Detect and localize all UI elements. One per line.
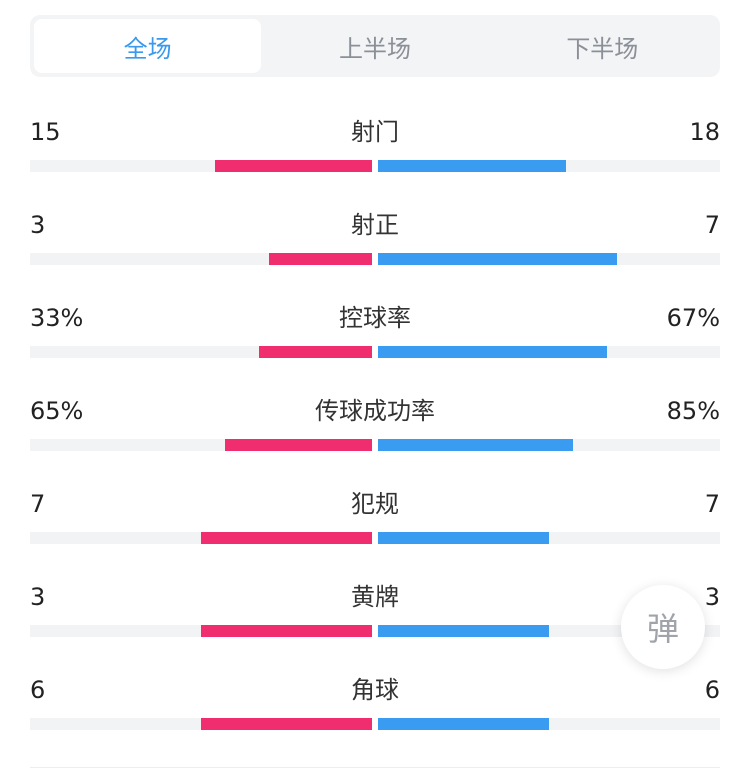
- stats-list: 15 射门 18 3 射正 7 33% 控球率 67% 65% 传球成功率 85…: [30, 100, 720, 751]
- danmaku-button[interactable]: 弹: [621, 585, 705, 669]
- away-value: 6: [704, 676, 720, 704]
- away-value: 7: [704, 211, 720, 239]
- home-bar: [269, 253, 372, 265]
- tab-first-half[interactable]: 上半场: [338, 34, 411, 63]
- away-bar: [378, 718, 549, 730]
- stat-row-pass-accuracy: 65% 传球成功率 85%: [30, 379, 720, 472]
- home-bar-track: [30, 625, 372, 637]
- stat-label: 传球成功率: [315, 397, 435, 425]
- home-bar-track: [30, 253, 372, 265]
- away-value: 18: [689, 118, 720, 146]
- home-value: 15: [30, 118, 61, 146]
- stat-row-shots-on-target: 3 射正 7: [30, 193, 720, 286]
- home-bar: [201, 625, 372, 637]
- away-bar-track: [378, 439, 720, 451]
- home-bar-track: [30, 532, 372, 544]
- home-bar-track: [30, 439, 372, 451]
- away-bar: [378, 346, 607, 358]
- home-value: 65%: [30, 397, 84, 425]
- home-bar: [225, 439, 372, 451]
- away-bar-track: [378, 346, 720, 358]
- stat-label: 射正: [351, 211, 399, 239]
- home-value: 33%: [30, 304, 84, 332]
- period-tabs: 全场 上半场 下半场: [30, 15, 720, 77]
- home-value: 3: [30, 211, 46, 239]
- away-bar-track: [378, 532, 720, 544]
- stat-row-shots: 15 射门 18: [30, 100, 720, 193]
- away-value: 3: [704, 583, 720, 611]
- home-bar: [215, 160, 372, 172]
- away-bar: [378, 439, 573, 451]
- home-value: 6: [30, 676, 46, 704]
- home-bar-track: [30, 718, 372, 730]
- stat-row-corners: 6 角球 6: [30, 658, 720, 751]
- stat-label: 犯规: [351, 490, 399, 518]
- divider: [30, 767, 720, 768]
- away-bar: [378, 532, 549, 544]
- away-bar: [378, 625, 549, 637]
- home-value: 7: [30, 490, 46, 518]
- away-value: 7: [704, 490, 720, 518]
- home-bar: [259, 346, 372, 358]
- stat-label: 控球率: [339, 304, 411, 332]
- stat-label: 角球: [351, 676, 399, 704]
- home-bar-track: [30, 160, 372, 172]
- away-value: 85%: [666, 397, 720, 425]
- away-bar: [378, 253, 617, 265]
- tab-full-match[interactable]: 全场: [34, 19, 262, 73]
- home-bar-track: [30, 346, 372, 358]
- home-bar: [201, 532, 372, 544]
- away-value: 67%: [666, 304, 720, 332]
- home-value: 3: [30, 583, 46, 611]
- stat-row-fouls: 7 犯规 7: [30, 472, 720, 565]
- away-bar: [378, 160, 566, 172]
- stat-row-possession: 33% 控球率 67%: [30, 286, 720, 379]
- stat-row-yellow-cards: 3 黄牌 3: [30, 565, 720, 658]
- stat-label: 射门: [351, 118, 399, 146]
- tab-second-half[interactable]: 下半场: [566, 34, 639, 63]
- stat-label: 黄牌: [351, 583, 399, 611]
- away-bar-track: [378, 160, 720, 172]
- home-bar: [201, 718, 372, 730]
- away-bar-track: [378, 253, 720, 265]
- away-bar-track: [378, 718, 720, 730]
